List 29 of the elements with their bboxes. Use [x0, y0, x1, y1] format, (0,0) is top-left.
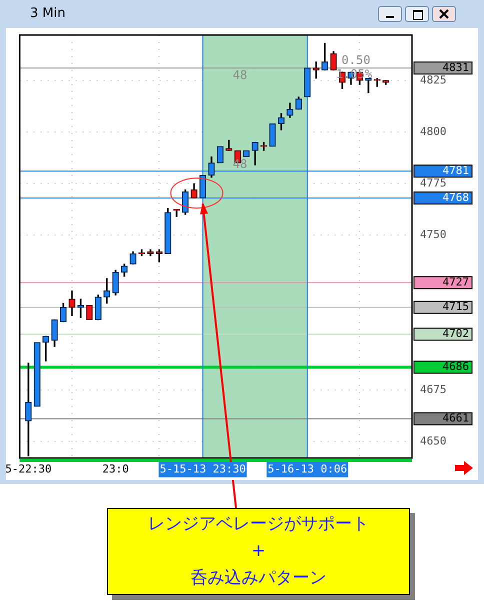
ref-line-label: 4661	[442, 412, 469, 425]
candlestick	[34, 342, 40, 407]
y-tick-label: 4650	[420, 434, 446, 448]
ref-line-label: 4768	[442, 190, 469, 204]
y-tick-label: 4800	[420, 124, 446, 138]
x-tick-label: 5-16-13 0:06	[268, 462, 348, 476]
annotation: 48	[232, 157, 248, 172]
x-tick-label: 23:0	[102, 462, 129, 476]
y-tick-label: 4675	[420, 382, 446, 396]
y-tick-label: 4750	[420, 228, 446, 242]
x-tick-label: 5-22:30	[5, 462, 52, 476]
x-tick-label: 5-15-13 23:30	[160, 462, 246, 476]
candlestick	[216, 146, 224, 164]
candlestick	[86, 304, 93, 320]
annotation: 48	[232, 68, 248, 82]
ref-line-label: 4715	[442, 300, 469, 314]
ref-line-label: 4727	[442, 275, 469, 288]
ref-line-label: 4702	[442, 327, 469, 340]
chart-title: 3 Min	[30, 6, 66, 21]
candlestick	[269, 123, 276, 147]
ref-line-label: 4831	[442, 60, 469, 74]
ref-line-label: 4686	[442, 360, 469, 374]
y-tick-label: 4825	[420, 73, 446, 86]
y-tick-label: 4775	[420, 176, 446, 190]
ref-line-label: 4781	[442, 164, 469, 178]
annotation: レンジアベレージがサポート + 呑み込みパターン	[107, 508, 410, 595]
annotation: 0.50	[342, 53, 370, 68]
candlestick	[243, 150, 250, 158]
annotation: 1.05%	[336, 67, 373, 82]
